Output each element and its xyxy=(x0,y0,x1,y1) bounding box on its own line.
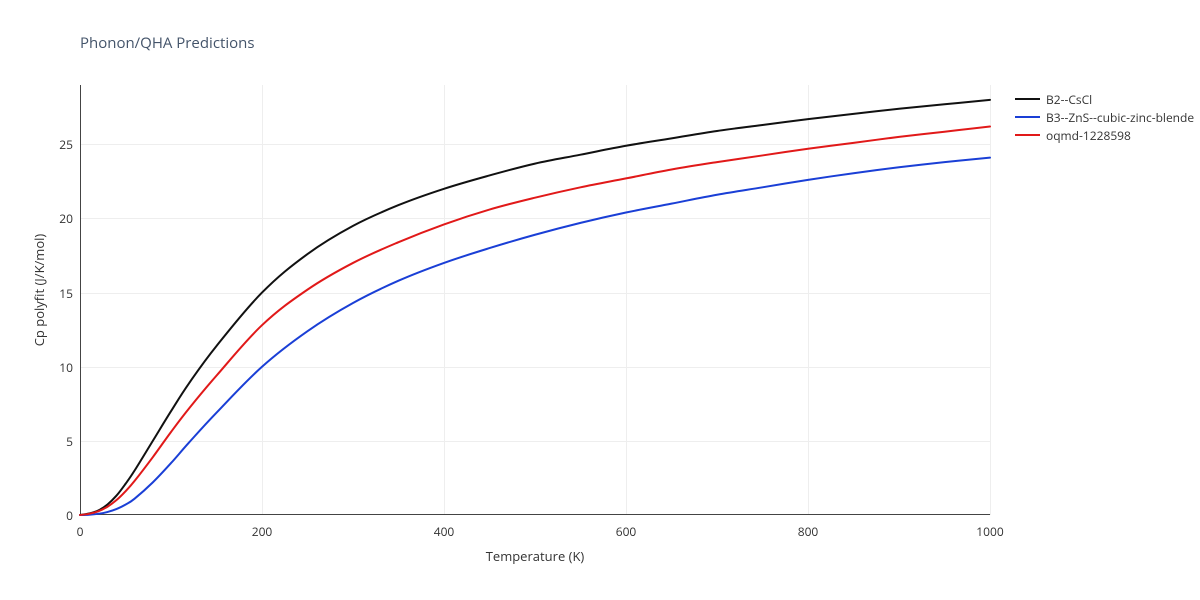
x-tick-label: 800 xyxy=(793,523,823,540)
y-tick-label: 25 xyxy=(45,136,73,153)
legend-item[interactable]: oqmd-1228598 xyxy=(1015,126,1194,144)
series-line[interactable] xyxy=(80,127,990,515)
y-tick-label: 20 xyxy=(45,210,73,227)
y-tick-label: 0 xyxy=(45,507,73,524)
x-tick-label: 200 xyxy=(247,523,277,540)
legend-item[interactable]: B2--CsCl xyxy=(1015,90,1194,108)
y-axis-label: Cp polyfit (J/K/mol) xyxy=(30,220,48,360)
gridline-vertical xyxy=(990,85,991,515)
legend-label: B3--ZnS--cubic-zinc-blende xyxy=(1046,109,1194,126)
x-tick-label: 1000 xyxy=(975,523,1005,540)
legend: B2--CsClB3--ZnS--cubic-zinc-blendeoqmd-1… xyxy=(1015,90,1194,144)
series-line[interactable] xyxy=(80,100,990,515)
x-tick-label: 0 xyxy=(65,523,95,540)
y-tick-label: 10 xyxy=(45,359,73,376)
chart-title: Phonon/QHA Predictions xyxy=(80,33,255,53)
legend-label: oqmd-1228598 xyxy=(1046,127,1131,144)
x-tick-label: 400 xyxy=(429,523,459,540)
x-tick-label: 600 xyxy=(611,523,641,540)
legend-swatch xyxy=(1015,98,1040,100)
plot-area[interactable] xyxy=(80,85,990,515)
legend-label: B2--CsCl xyxy=(1046,91,1092,108)
series-line[interactable] xyxy=(80,158,990,515)
legend-swatch xyxy=(1015,134,1040,136)
y-tick-label: 5 xyxy=(45,433,73,450)
y-tick-label: 15 xyxy=(45,285,73,302)
x-axis-label: Temperature (K) xyxy=(475,547,595,565)
legend-item[interactable]: B3--ZnS--cubic-zinc-blende xyxy=(1015,108,1194,126)
legend-swatch xyxy=(1015,116,1040,118)
series-layer xyxy=(80,85,990,515)
